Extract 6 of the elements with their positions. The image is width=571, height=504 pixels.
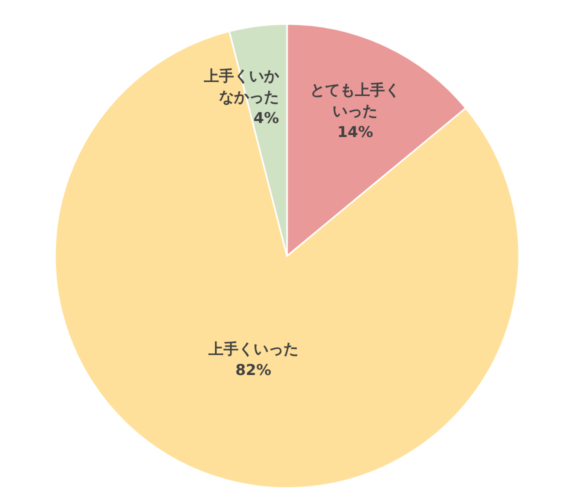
slice-label: とても上手くいった bbox=[310, 81, 400, 120]
slice-label: 上手くいかなかった bbox=[203, 67, 280, 106]
data-label: 4% bbox=[254, 109, 279, 128]
slice-label: 上手くいった bbox=[207, 340, 298, 358]
data-label: 82% bbox=[235, 361, 272, 380]
data-label: 14% bbox=[337, 123, 374, 142]
